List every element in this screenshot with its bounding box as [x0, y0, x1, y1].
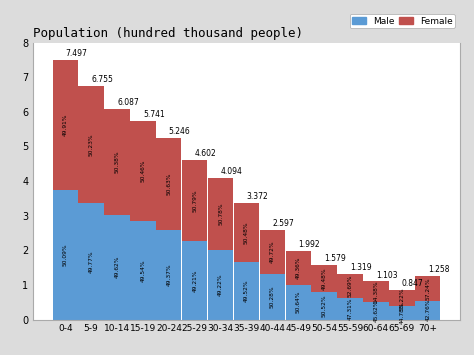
Text: 49.77%: 49.77% [89, 250, 94, 273]
Bar [285, 251, 311, 285]
Bar [79, 86, 104, 203]
Text: 54.38%: 54.38% [374, 280, 378, 303]
Text: 6.755: 6.755 [91, 75, 113, 84]
Text: 7.497: 7.497 [65, 49, 87, 58]
Bar [234, 262, 259, 320]
Text: 49.72%: 49.72% [270, 241, 275, 263]
Text: 44.78%: 44.78% [399, 302, 404, 324]
Bar [130, 121, 155, 221]
Text: 49.21%: 49.21% [192, 269, 197, 291]
Text: 49.52%: 49.52% [244, 279, 249, 302]
Bar [311, 265, 337, 292]
Legend: Male, Female: Male, Female [349, 14, 455, 28]
Text: 49.62%: 49.62% [115, 256, 119, 278]
Bar [156, 138, 182, 230]
Bar [182, 160, 208, 241]
Text: 47.31%: 47.31% [347, 297, 353, 320]
Text: 50.78%: 50.78% [218, 202, 223, 225]
Text: 49.22%: 49.22% [218, 273, 223, 296]
Text: 50.46%: 50.46% [140, 160, 146, 182]
Text: 1.992: 1.992 [298, 240, 320, 249]
Text: 2.597: 2.597 [273, 219, 294, 228]
Text: 50.28%: 50.28% [270, 285, 275, 308]
Text: 5.246: 5.246 [169, 127, 191, 136]
Bar [311, 292, 337, 320]
Bar [156, 230, 182, 320]
Text: 49.54%: 49.54% [140, 259, 146, 282]
Bar [234, 203, 259, 262]
Bar [415, 301, 440, 320]
Bar [337, 298, 363, 320]
Bar [208, 250, 233, 320]
Text: 49.48%: 49.48% [322, 267, 327, 290]
Bar [389, 290, 414, 306]
Bar [104, 215, 130, 320]
Text: 3.372: 3.372 [246, 192, 268, 201]
Text: 50.38%: 50.38% [115, 151, 119, 173]
Bar [337, 274, 363, 298]
Text: 0.847: 0.847 [402, 279, 424, 289]
Bar [389, 306, 414, 320]
Bar [363, 281, 389, 302]
Text: 50.48%: 50.48% [244, 221, 249, 244]
Text: 1.579: 1.579 [324, 254, 346, 263]
Bar [53, 60, 78, 190]
Text: 49.91%: 49.91% [63, 114, 68, 136]
Text: 50.64%: 50.64% [296, 291, 301, 313]
Text: 49.36%: 49.36% [296, 256, 301, 279]
Text: 5.741: 5.741 [143, 110, 164, 119]
Bar [260, 274, 285, 320]
Text: 57.24%: 57.24% [425, 277, 430, 300]
Bar [363, 302, 389, 320]
Bar [130, 221, 155, 320]
Text: 50.09%: 50.09% [63, 243, 68, 266]
Text: 50.52%: 50.52% [322, 294, 327, 317]
Bar [104, 109, 130, 215]
Text: 1.103: 1.103 [376, 271, 398, 280]
Text: 42.76%: 42.76% [425, 299, 430, 321]
Bar [285, 285, 311, 320]
Text: 50.23%: 50.23% [89, 133, 94, 156]
Text: 52.69%: 52.69% [347, 275, 353, 297]
Text: Population (hundred thousand people): Population (hundred thousand people) [33, 27, 303, 40]
Text: 50.79%: 50.79% [192, 189, 197, 212]
Bar [53, 190, 78, 320]
Text: 4.094: 4.094 [220, 167, 243, 176]
Text: 50.63%: 50.63% [166, 173, 171, 195]
Text: 1.258: 1.258 [428, 265, 449, 274]
Bar [182, 241, 208, 320]
Text: 45.62%: 45.62% [374, 300, 378, 322]
Text: 49.37%: 49.37% [166, 263, 171, 286]
Text: 55.22%: 55.22% [399, 287, 404, 310]
Text: 6.087: 6.087 [117, 98, 139, 107]
Bar [260, 230, 285, 274]
Bar [79, 203, 104, 320]
Bar [208, 178, 233, 250]
Text: 4.602: 4.602 [195, 149, 217, 158]
Text: 1.319: 1.319 [350, 263, 372, 272]
Bar [415, 276, 440, 301]
